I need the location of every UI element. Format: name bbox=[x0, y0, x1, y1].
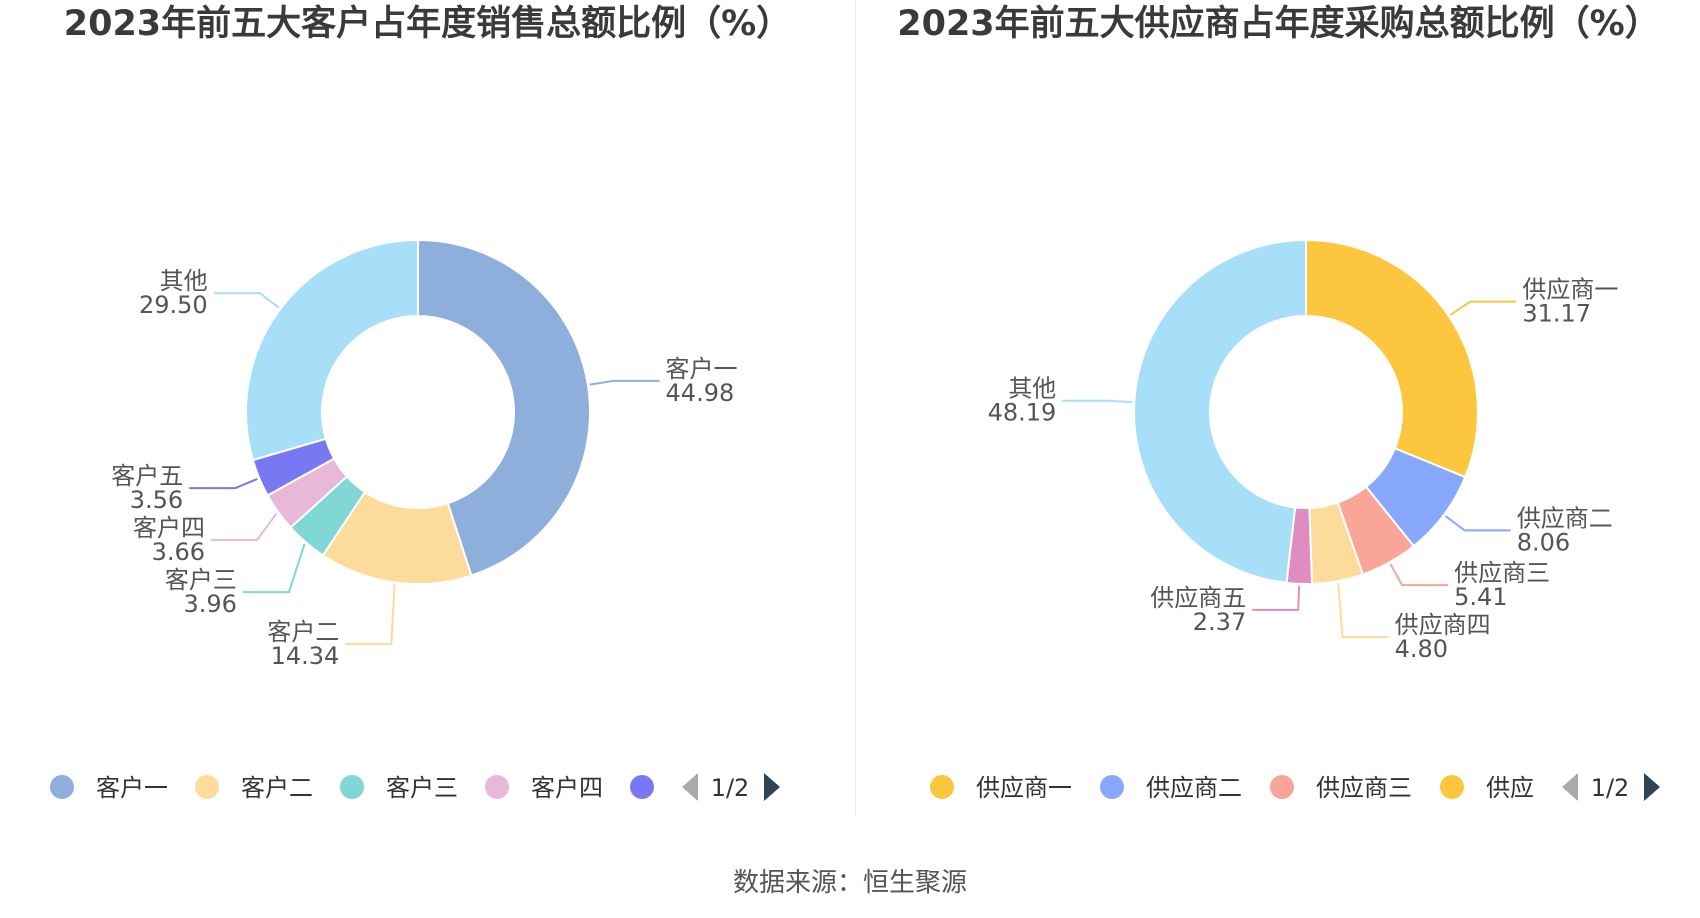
leader-line bbox=[1449, 300, 1517, 316]
supplier-chart-panel: 2023年前五大供应商占年度采购总额比例（%） 供应商一 31.17 供应商二 8.0… bbox=[857, 0, 1700, 820]
slice-label: 客户四 bbox=[133, 514, 205, 542]
slice-label: 供应商二 bbox=[1517, 504, 1613, 532]
legend-marker[interactable] bbox=[50, 775, 74, 799]
slice-label: 供应商三 bbox=[1454, 559, 1550, 587]
slice-value-label: 2.37 bbox=[1193, 608, 1246, 636]
legend-next-page-icon[interactable] bbox=[764, 773, 780, 801]
leader-line bbox=[589, 379, 660, 386]
slice-label: 客户二 bbox=[267, 618, 339, 646]
slice-value-label: 5.41 bbox=[1454, 583, 1507, 611]
chart-title: 2023年前五大客户占年度销售总额比例（%） bbox=[63, 4, 792, 44]
legend-next-page-icon[interactable] bbox=[1644, 773, 1660, 801]
pie-slice[interactable] bbox=[417, 238, 591, 577]
legend-marker[interactable] bbox=[930, 775, 954, 799]
legend-page-indicator: 1/2 bbox=[711, 774, 750, 802]
legend-marker[interactable] bbox=[1270, 775, 1294, 799]
leader-line bbox=[1444, 515, 1511, 532]
slice-label: 其他 bbox=[160, 267, 208, 295]
legend-label[interactable]: 客户二 bbox=[241, 774, 313, 802]
customer-chart-panel: 2023年前五大客户占年度销售总额比例（%） 客户一 44.98 客户二 14.34 客… bbox=[0, 0, 855, 820]
legend-label[interactable]: 供应商一 bbox=[976, 774, 1072, 802]
supplier-donut-chart: 供应商一31.17供应商二8.06供应商三5.41供应商四4.80供应商五2.3… bbox=[930, 238, 1660, 802]
panel-divider bbox=[855, 0, 856, 815]
slice-value-label: 29.50 bbox=[139, 291, 208, 319]
legend-marker[interactable] bbox=[1440, 775, 1464, 799]
slice-label: 供应商一 bbox=[1522, 276, 1618, 304]
leader-line bbox=[189, 477, 258, 490]
legend-label[interactable]: 客户一 bbox=[96, 774, 168, 802]
leader-line bbox=[1062, 399, 1133, 404]
slice-value-label: 4.80 bbox=[1395, 635, 1448, 663]
leader-line bbox=[213, 292, 280, 309]
leader-line bbox=[1389, 563, 1449, 587]
legend-label[interactable]: 供应商三 bbox=[1316, 774, 1412, 802]
slice-label: 供应商五 bbox=[1150, 584, 1246, 612]
leader-line bbox=[1252, 585, 1301, 611]
slice-value-label: 44.98 bbox=[666, 379, 735, 407]
legend-prev-page-icon[interactable] bbox=[1562, 773, 1578, 801]
slice-label: 供应商四 bbox=[1395, 611, 1491, 639]
legend-marker[interactable] bbox=[630, 775, 654, 799]
customer-donut-chart: 客户一44.98客户二14.34客户三3.96客户四3.66客户五3.56其他2… bbox=[50, 238, 780, 802]
slice-value-label: 31.17 bbox=[1522, 300, 1591, 328]
leader-line bbox=[345, 584, 396, 646]
legend-marker[interactable] bbox=[1100, 775, 1124, 799]
slice-value-label: 8.06 bbox=[1517, 528, 1570, 556]
slice-value-label: 3.56 bbox=[130, 486, 183, 514]
legend-prev-page-icon[interactable] bbox=[682, 773, 698, 801]
slice-value-label: 3.96 bbox=[183, 590, 236, 618]
legend-label[interactable]: 供应 bbox=[1486, 774, 1534, 802]
pie-slice[interactable] bbox=[1305, 238, 1479, 479]
legend-label[interactable]: 供应商二 bbox=[1146, 774, 1242, 802]
leader-line bbox=[242, 543, 306, 594]
legend-marker[interactable] bbox=[485, 775, 509, 799]
pie-slice[interactable] bbox=[1133, 238, 1307, 584]
data-source-footer: 数据来源：恒生聚源 bbox=[732, 868, 967, 898]
slice-value-label: 3.66 bbox=[152, 538, 205, 566]
slice-label: 客户三 bbox=[165, 566, 237, 594]
leader-line bbox=[1337, 582, 1389, 639]
legend-label[interactable]: 客户三 bbox=[386, 774, 458, 802]
leader-line bbox=[211, 512, 278, 542]
legend-label[interactable]: 客户四 bbox=[531, 774, 603, 802]
pie-slice[interactable] bbox=[245, 238, 419, 462]
slice-label: 客户一 bbox=[666, 355, 738, 383]
slice-label: 其他 bbox=[1008, 375, 1056, 403]
chart-title: 2023年前五大供应商占年度采购总额比例（%） bbox=[897, 4, 1660, 44]
slice-value-label: 14.34 bbox=[271, 642, 340, 670]
legend-marker[interactable] bbox=[195, 775, 219, 799]
legend-marker[interactable] bbox=[340, 775, 364, 799]
slice-value-label: 48.19 bbox=[988, 399, 1057, 427]
legend-page-indicator: 1/2 bbox=[1591, 774, 1630, 802]
slice-label: 客户五 bbox=[111, 462, 183, 490]
